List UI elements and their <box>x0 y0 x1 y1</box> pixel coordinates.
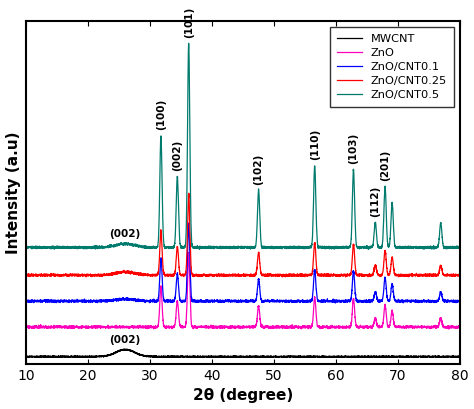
ZnO/CNT0.5 <box>457 245 463 249</box>
MWCNT <box>102 353 108 358</box>
ZnO/CNT0.25 <box>457 272 463 277</box>
ZnO <box>446 326 451 331</box>
Text: (002): (002) <box>173 139 182 171</box>
Text: (112): (112) <box>370 186 380 217</box>
ZnO/CNT0.5 <box>305 245 311 249</box>
Line: ZnO/CNT0.25: ZnO/CNT0.25 <box>26 193 460 277</box>
MWCNT <box>305 355 311 360</box>
ZnO/CNT0.1 <box>305 298 311 303</box>
Y-axis label: Intensity (a.u): Intensity (a.u) <box>6 132 20 254</box>
MWCNT <box>457 353 463 358</box>
ZnO <box>305 325 311 330</box>
ZnO <box>23 325 29 330</box>
ZnO/CNT0.25 <box>283 273 289 278</box>
Text: (002): (002) <box>109 229 141 239</box>
ZnO <box>189 324 195 329</box>
Text: (110): (110) <box>310 129 319 160</box>
Legend: MWCNT, ZnO, ZnO/CNT0.1, ZnO/CNT0.25, ZnO/CNT0.5: MWCNT, ZnO, ZnO/CNT0.1, ZnO/CNT0.25, ZnO… <box>330 27 454 107</box>
MWCNT <box>406 355 412 360</box>
ZnO/CNT0.5 <box>189 241 195 246</box>
ZnO/CNT0.25 <box>186 191 191 196</box>
ZnO/CNT0.5 <box>102 245 108 249</box>
ZnO/CNT0.25 <box>280 274 285 279</box>
ZnO/CNT0.1 <box>189 297 195 301</box>
ZnO <box>283 325 289 330</box>
ZnO/CNT0.1 <box>380 296 385 301</box>
ZnO/CNT0.1 <box>283 299 289 304</box>
ZnO/CNT0.1 <box>23 298 29 303</box>
ZnO/CNT0.25 <box>347 272 353 277</box>
ZnO/CNT0.1 <box>102 298 108 303</box>
ZnO/CNT0.25 <box>23 273 29 278</box>
Text: (201): (201) <box>380 149 390 181</box>
ZnO/CNT0.25 <box>305 273 311 278</box>
ZnO/CNT0.1 <box>186 220 191 225</box>
Text: (102): (102) <box>254 153 264 185</box>
ZnO <box>457 324 463 329</box>
MWCNT <box>283 355 289 360</box>
ZnO/CNT0.5 <box>186 41 191 46</box>
X-axis label: 2θ (degree): 2θ (degree) <box>193 389 293 403</box>
Line: ZnO/CNT0.1: ZnO/CNT0.1 <box>26 223 460 303</box>
MWCNT <box>23 354 29 359</box>
ZnO <box>102 325 108 330</box>
Line: ZnO/CNT0.5: ZnO/CNT0.5 <box>26 43 460 249</box>
Line: ZnO: ZnO <box>26 252 460 329</box>
MWCNT <box>347 354 353 359</box>
ZnO/CNT0.25 <box>102 273 108 278</box>
ZnO/CNT0.1 <box>347 299 353 303</box>
ZnO/CNT0.5 <box>23 245 29 249</box>
Line: MWCNT: MWCNT <box>26 349 460 357</box>
ZnO/CNT0.5 <box>347 244 353 249</box>
MWCNT <box>189 354 195 359</box>
Text: (100): (100) <box>156 99 166 130</box>
ZnO <box>380 323 385 328</box>
ZnO/CNT0.1 <box>332 301 338 306</box>
ZnO/CNT0.25 <box>189 272 195 276</box>
ZnO <box>347 326 353 330</box>
ZnO/CNT0.5 <box>283 245 289 249</box>
ZnO/CNT0.25 <box>380 270 385 275</box>
Text: (103): (103) <box>348 133 358 164</box>
MWCNT <box>121 346 127 351</box>
ZnO/CNT0.5 <box>380 238 385 243</box>
MWCNT <box>380 354 385 359</box>
ZnO <box>186 250 191 255</box>
Text: (101): (101) <box>184 7 194 38</box>
ZnO/CNT0.1 <box>457 298 463 303</box>
ZnO/CNT0.5 <box>366 247 372 252</box>
Text: (002): (002) <box>109 335 141 345</box>
